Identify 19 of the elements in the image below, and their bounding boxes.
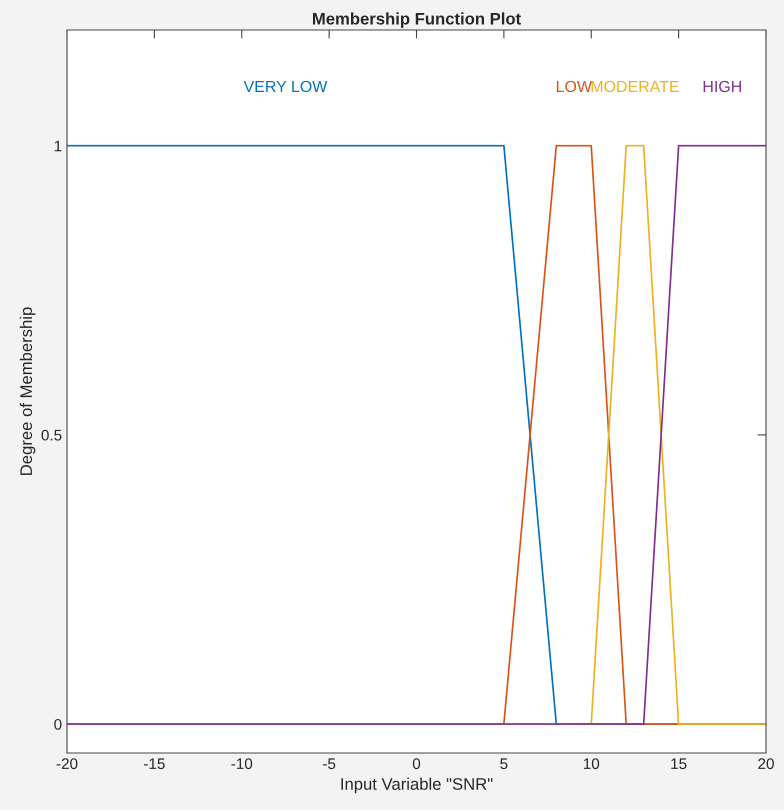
x-tick-label: 20 — [758, 758, 774, 770]
y-tick-label: 0 — [54, 718, 62, 730]
text: MODERATE — [592, 80, 679, 92]
x-tick-label: -20 — [56, 758, 78, 770]
text: HIGH — [704, 80, 741, 92]
x-tick-label: 5 — [500, 758, 508, 770]
y-tick-label: 0.5 — [42, 430, 62, 441]
x-tick-label: 15 — [671, 758, 686, 770]
x-tick-label: -15 — [144, 758, 165, 770]
x-tick-label: 0 — [412, 758, 420, 770]
y-axis-title: Degree of Membership — [20, 307, 36, 475]
text: VERY LOW — [244, 80, 328, 92]
text: LOW — [556, 80, 592, 92]
y-tick-label: 1 — [54, 140, 62, 152]
x-axis-title: Input Variable "SNR" — [341, 778, 492, 794]
x-tick-label: -10 — [231, 758, 252, 770]
chart-title: Membership Function Plot — [312, 12, 521, 28]
x-tick-label: -5 — [323, 758, 336, 770]
x-tick-label: 10 — [584, 758, 600, 770]
